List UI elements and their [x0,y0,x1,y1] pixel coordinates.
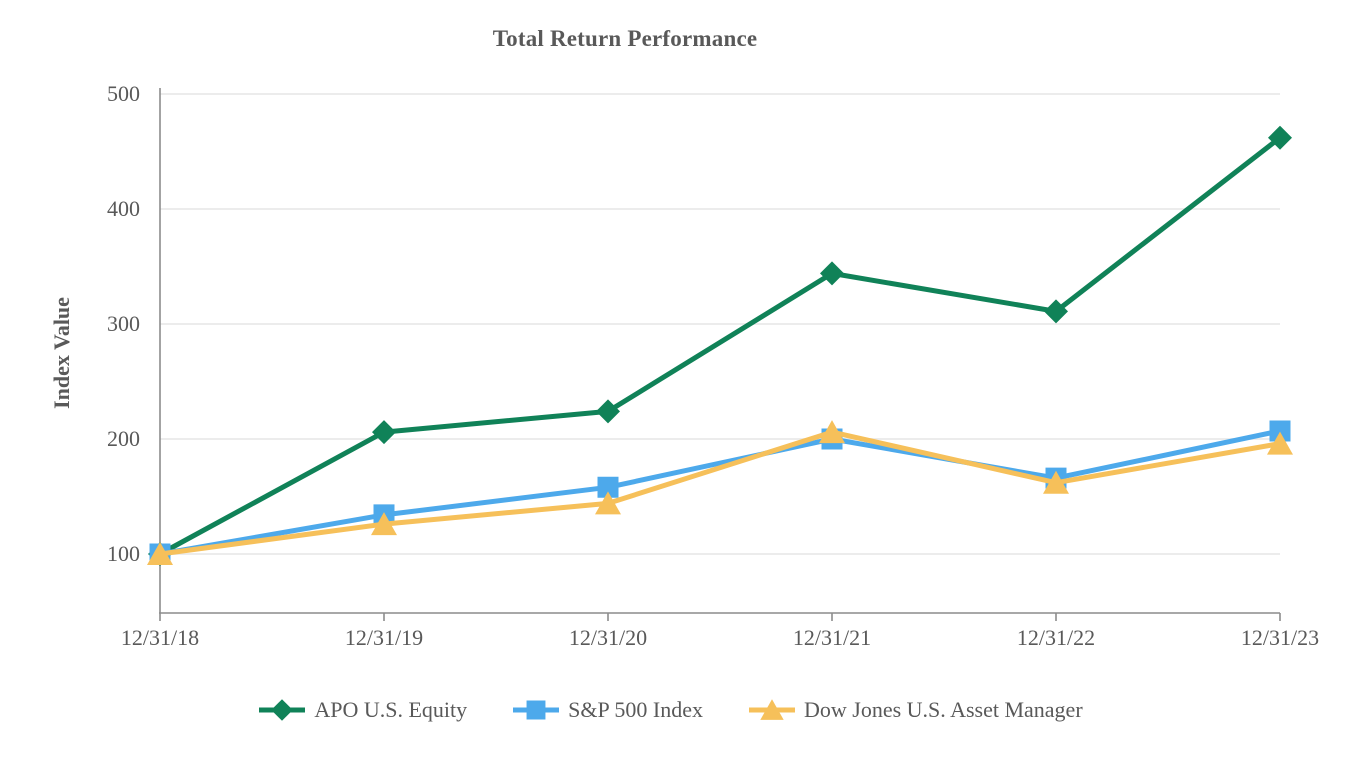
marker-apo-u-s-equity-12-31-20 [596,399,620,424]
x-tick-label-12-31-20: 12/31/20 [568,625,648,650]
legend-diamond-icon [259,699,306,721]
legend-label-s-p-500-index: S&P 500 Index [568,697,703,722]
y-tick-label-100: 100 [107,541,140,566]
y-tick-label-300: 300 [107,311,140,336]
x-tick-label-12-31-23: 12/31/23 [1240,625,1320,650]
y-tick-label-400: 400 [107,196,140,221]
legend-item-s-p-500-index: S&P 500 Index [511,694,703,726]
marker-s-p-500-index-12-31-20 [597,476,619,498]
marker-dow-jones-u-s-asset-manager-12-31-22 [1043,470,1069,494]
legend-square-icon [513,700,560,720]
marker-dow-jones-u-s-asset-manager-12-31-18 [147,542,173,565]
marker-dow-jones-u-s-asset-manager-12-31-20 [595,491,621,515]
marker-s-p-500-index-12-31-23 [1269,420,1291,442]
marker-apo-u-s-equity-12-31-19 [372,420,396,445]
series-line-apo-u-s-equity [157,135,1283,557]
x-tick-label-12-31-22: 12/31/22 [1016,625,1096,650]
y-tick-label-200: 200 [107,426,140,451]
x-tick-label-12-31-18: 12/31/18 [120,625,200,650]
chart-legend: APO U.S. Equity S&P 500 Index Dow Jones U.… [0,686,1340,734]
legend-item-dow-jones-u-s-asset-manager: Dow Jones U.S. Asset Manager [747,694,1083,726]
x-tick-label-12-31-19: 12/31/19 [344,625,424,650]
marker-dow-jones-u-s-asset-manager-12-31-23 [1267,431,1293,455]
marker-apo-u-s-equity-12-31-22 [1044,299,1068,324]
marker-dow-jones-u-s-asset-manager-12-31-21 [819,420,845,444]
marker-apo-u-s-equity-12-31-21 [820,261,844,286]
marker-apo-u-s-equity-12-31-23 [1268,125,1292,150]
chart-title: Total Return Performance [492,26,758,51]
legend-label-dow-jones-u-s-asset-manager: Dow Jones U.S. Asset Manager [804,697,1083,722]
legend-triangle-icon [749,699,795,720]
x-tick-label-12-31-21: 12/31/21 [792,625,872,650]
series-line-dow-jones-u-s-asset-manager [157,429,1283,557]
legend-item-apo-u-s-equity: APO U.S. Equity [257,694,467,726]
marker-dow-jones-u-s-asset-manager-12-31-19 [371,512,397,536]
legend-label-apo-u-s-equity: APO U.S. Equity [314,697,468,722]
y-tick-label-500: 500 [107,81,140,106]
series-line-s-p-500-index [157,428,1283,557]
